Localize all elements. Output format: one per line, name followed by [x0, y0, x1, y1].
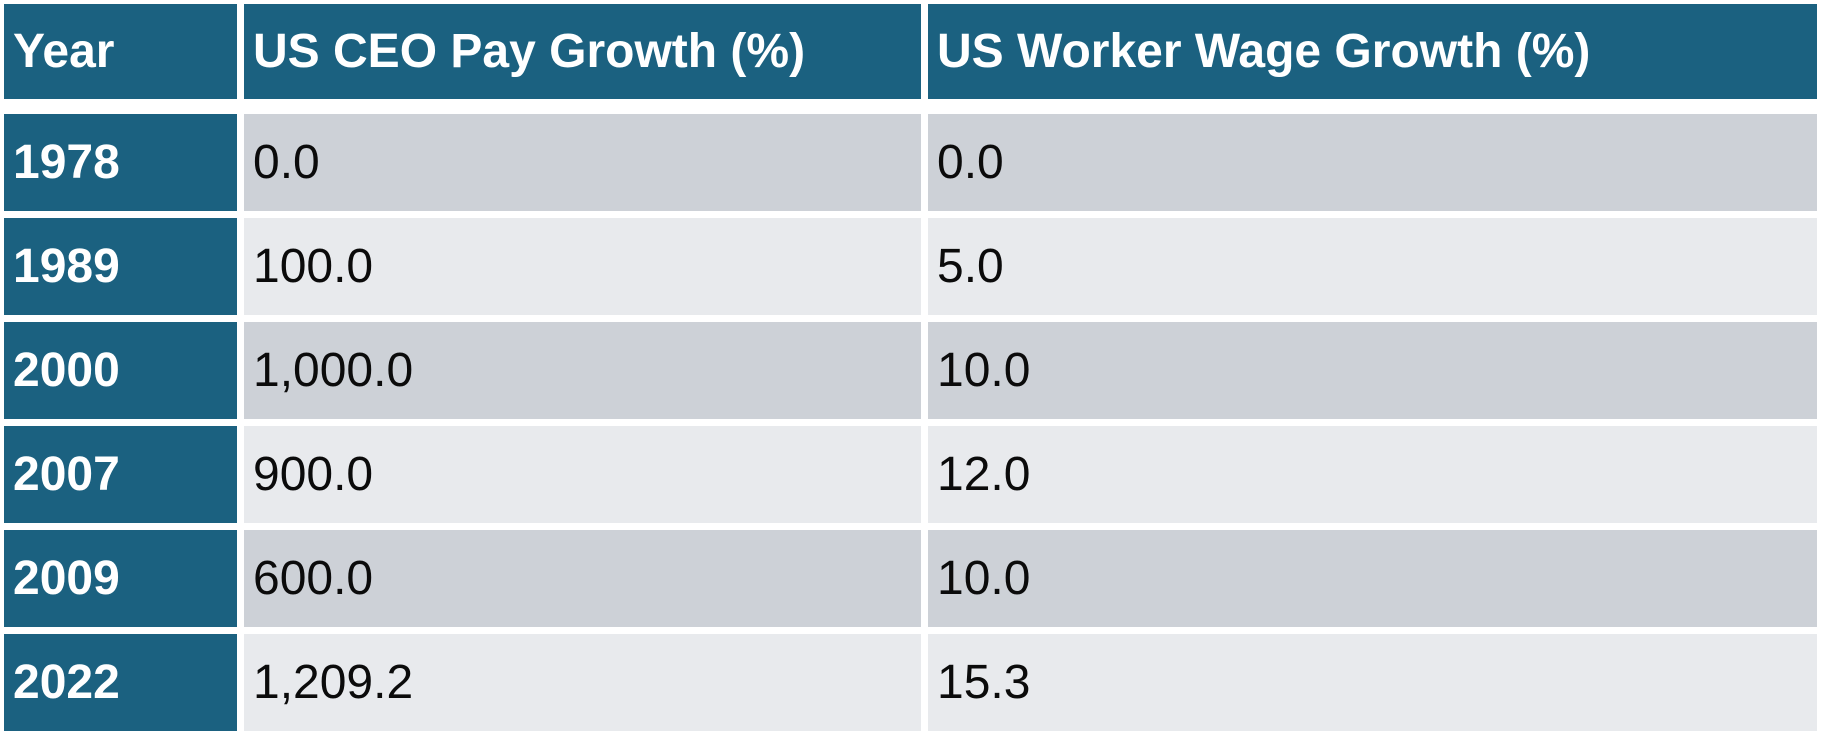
worker-value-cell: 12.0	[928, 426, 1817, 523]
worker-value-cell: 10.0	[928, 530, 1817, 627]
table-body: 1978 0.0 0.0 1989 100.0 5.0 2000 1,000.0…	[4, 114, 1817, 731]
worker-wage-growth-header-cell: US Worker Wage Growth (%)	[928, 4, 1817, 99]
worker-value-cell: 0.0	[928, 114, 1817, 211]
worker-value-cell: 5.0	[928, 218, 1817, 315]
ceo-value-cell: 900.0	[244, 426, 921, 523]
ceo-value-cell: 100.0	[244, 218, 921, 315]
year-cell: 2007	[4, 426, 237, 523]
ceo-value-cell: 1,209.2	[244, 634, 921, 731]
worker-value-cell: 10.0	[928, 322, 1817, 419]
year-cell: 2022	[4, 634, 237, 731]
year-header-cell: Year	[4, 4, 237, 99]
year-cell: 2009	[4, 530, 237, 627]
year-cell: 1989	[4, 218, 237, 315]
table-header-row: Year US CEO Pay Growth (%) US Worker Wag…	[4, 4, 1817, 99]
ceo-pay-growth-header-cell: US CEO Pay Growth (%)	[244, 4, 921, 99]
year-cell: 2000	[4, 322, 237, 419]
worker-value-cell: 15.3	[928, 634, 1817, 731]
ceo-value-cell: 1,000.0	[244, 322, 921, 419]
ceo-value-cell: 0.0	[244, 114, 921, 211]
year-cell: 1978	[4, 114, 237, 211]
ceo-value-cell: 600.0	[244, 530, 921, 627]
data-table: Year US CEO Pay Growth (%) US Worker Wag…	[4, 4, 1817, 731]
